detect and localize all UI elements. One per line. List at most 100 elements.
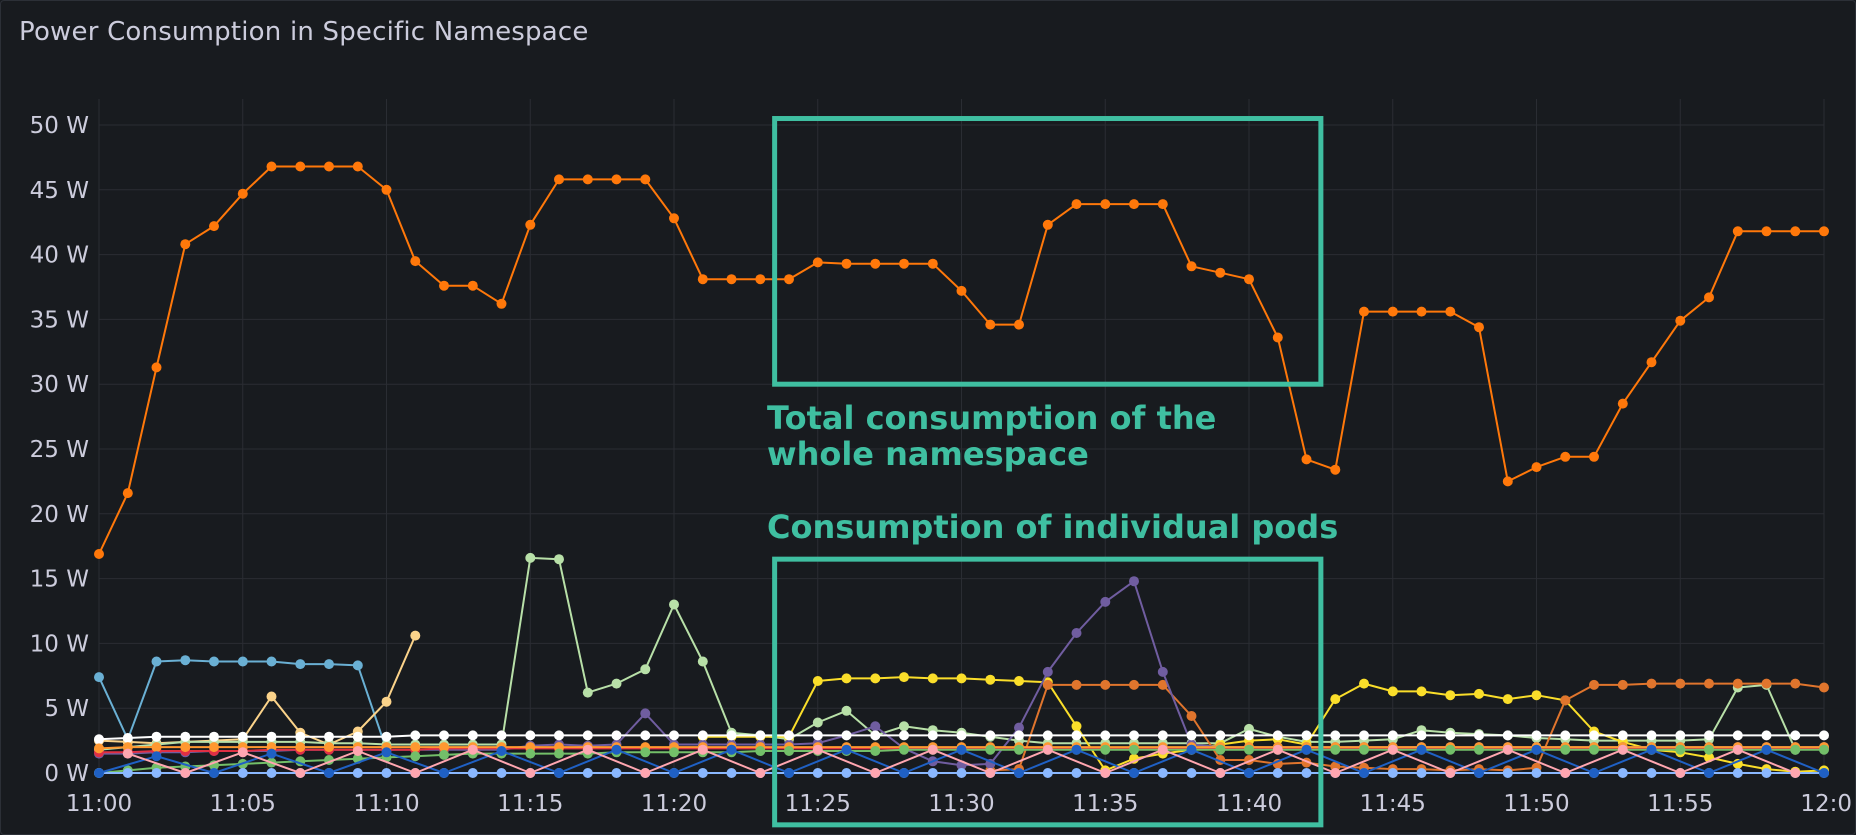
data-point	[1732, 678, 1743, 689]
data-point	[1474, 744, 1484, 755]
data-point	[410, 730, 421, 741]
data-point	[784, 768, 794, 778]
data-point	[899, 672, 909, 683]
data-point	[841, 258, 852, 269]
data-point	[1445, 768, 1456, 778]
data-point	[439, 768, 449, 778]
data-point	[1646, 678, 1657, 689]
data-point	[927, 768, 938, 778]
data-point	[1675, 730, 1686, 741]
data-point	[1301, 768, 1312, 778]
data-point	[1617, 398, 1628, 409]
data-point	[122, 733, 133, 743]
data-point	[985, 319, 996, 330]
data-point	[1790, 678, 1801, 689]
data-point	[295, 742, 306, 753]
data-point	[870, 746, 881, 756]
y-tick-label: 30 W	[30, 372, 89, 398]
data-point	[554, 748, 564, 759]
series-12	[94, 744, 1829, 778]
data-point	[352, 731, 363, 742]
y-tick-label: 10 W	[30, 631, 89, 657]
series-line	[702, 676, 1825, 773]
data-point	[467, 280, 478, 291]
data-point	[1330, 730, 1341, 741]
data-point	[1244, 730, 1254, 741]
data-point	[410, 256, 421, 267]
data-point	[1617, 730, 1628, 741]
data-point	[94, 768, 104, 778]
data-point	[784, 274, 794, 285]
data-point	[1704, 768, 1714, 778]
data-point	[1330, 464, 1341, 475]
data-point	[927, 258, 938, 269]
data-point	[554, 554, 564, 565]
data-point	[1359, 768, 1369, 778]
data-point	[1761, 768, 1772, 778]
data-point	[1129, 744, 1139, 755]
data-point	[1560, 768, 1571, 778]
data-point	[1732, 226, 1743, 237]
data-point	[1359, 744, 1369, 755]
data-point	[151, 656, 162, 667]
data-point	[812, 744, 823, 755]
data-point	[1014, 744, 1024, 755]
data-point	[1215, 267, 1226, 278]
data-point	[266, 748, 277, 759]
y-tick-label: 35 W	[30, 307, 89, 333]
data-point	[1819, 226, 1829, 237]
data-point	[1129, 576, 1139, 587]
data-point	[1272, 768, 1283, 778]
data-point	[209, 221, 219, 232]
data-point	[1100, 744, 1111, 755]
data-point	[151, 751, 162, 762]
data-point	[1474, 768, 1484, 778]
data-point	[1071, 768, 1082, 778]
data-point	[697, 656, 708, 667]
data-point	[1589, 768, 1599, 778]
series-2	[94, 630, 421, 750]
data-point	[841, 673, 852, 684]
data-point	[1646, 730, 1657, 741]
data-point	[496, 730, 507, 741]
data-point	[812, 717, 823, 728]
series-5	[985, 678, 1829, 776]
data-point	[1761, 744, 1772, 755]
y-tick-label: 45 W	[30, 178, 89, 204]
data-point	[899, 768, 909, 778]
data-point	[467, 730, 478, 741]
x-tick-label: 12:0	[1800, 791, 1852, 817]
data-point	[1531, 744, 1542, 755]
data-point	[669, 599, 679, 610]
data-point	[1704, 730, 1714, 741]
data-point	[209, 731, 219, 742]
data-point	[180, 742, 191, 753]
data-point	[439, 280, 449, 291]
data-point	[1675, 678, 1686, 689]
x-tick-label: 11:35	[1072, 791, 1138, 817]
data-point	[812, 676, 823, 686]
data-point	[352, 768, 363, 778]
data-point	[1042, 768, 1053, 778]
data-point	[439, 742, 449, 753]
data-point	[1215, 768, 1226, 778]
data-point	[755, 768, 766, 778]
data-point	[755, 746, 766, 756]
data-point	[324, 742, 334, 753]
data-point	[1129, 679, 1139, 690]
data-point	[1301, 744, 1312, 755]
y-tick-label: 15 W	[30, 567, 89, 593]
data-point	[1646, 744, 1657, 755]
grid-lines	[98, 99, 1825, 774]
data-point	[985, 730, 996, 741]
series-8	[94, 730, 1829, 745]
data-point	[1560, 695, 1571, 706]
highlight-box-1	[772, 556, 1324, 828]
data-point	[1129, 730, 1139, 741]
data-point	[1761, 730, 1772, 741]
data-point	[410, 751, 421, 762]
data-point	[381, 747, 392, 758]
x-tick-label: 11:30	[928, 791, 994, 817]
data-point	[324, 659, 334, 670]
